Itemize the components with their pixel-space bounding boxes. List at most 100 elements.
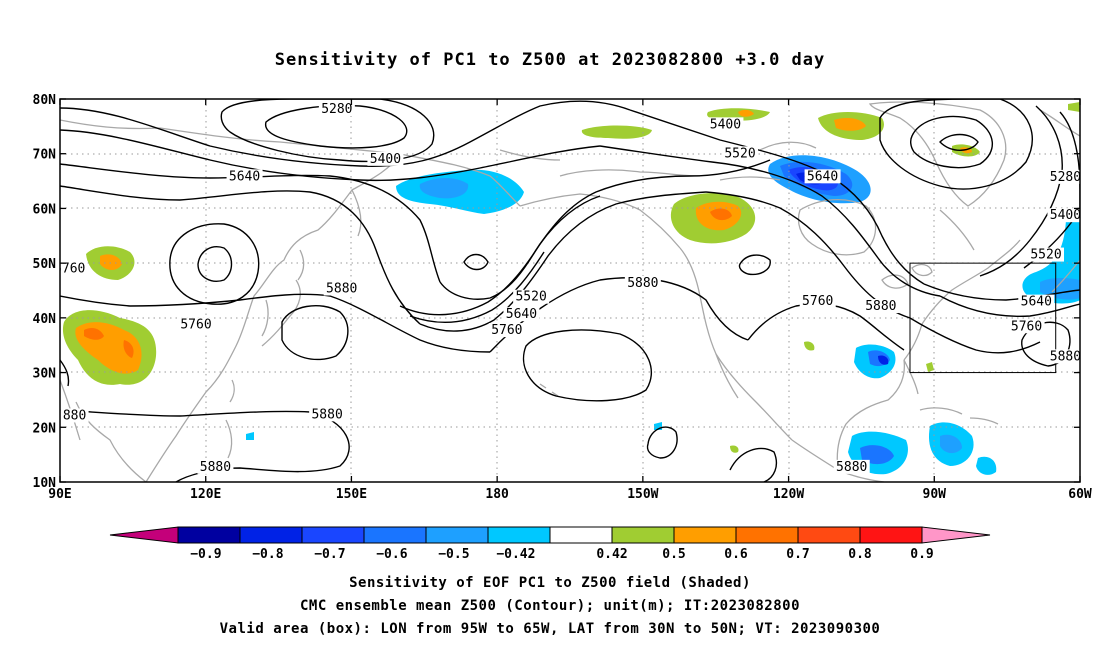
contour-label-bg xyxy=(1018,294,1055,309)
contour-label: 5880 xyxy=(1050,349,1081,364)
contour-label-bg xyxy=(862,299,899,314)
colorbar-label: 0.42 xyxy=(596,547,627,562)
lat-tick-label: 60N xyxy=(33,202,57,217)
lon-tick-label: 180 xyxy=(485,487,509,502)
contour-label: 5880 xyxy=(326,282,357,297)
contour-label-bg xyxy=(804,169,841,184)
colorbar-swatch xyxy=(673,526,737,544)
lat-tick-label: 70N xyxy=(33,148,57,163)
contour-label-bg xyxy=(178,317,214,332)
colorbar-swatch xyxy=(239,526,303,544)
colorbar-under-triangle xyxy=(109,526,179,544)
contour-label: 5640 xyxy=(506,307,537,322)
lat-tick-label: 50N xyxy=(33,257,57,272)
colorbar-label: −0.9 xyxy=(190,547,221,562)
contour-label-bg xyxy=(1047,208,1080,223)
lat-tick-label: 80N xyxy=(33,93,57,108)
colorbar-label: −0.5 xyxy=(438,547,469,562)
contour-label-bg xyxy=(60,408,89,423)
lon-tick-label: 90W xyxy=(923,487,947,502)
contour-label-bg xyxy=(503,307,540,322)
contour-label: 5400 xyxy=(1050,208,1081,223)
contour-label: 5880 xyxy=(200,460,231,475)
contour-label: 5880 xyxy=(836,460,867,475)
colorbar-swatch xyxy=(859,526,923,544)
contour-label-bg xyxy=(226,169,263,184)
contour-label: 5520 xyxy=(515,290,546,305)
contour-label-bg xyxy=(1047,349,1080,364)
colorbar-label: 0.7 xyxy=(786,547,809,562)
contour-label: 5760 xyxy=(1011,319,1042,334)
colorbar-swatch xyxy=(301,526,365,544)
caption-line-3: Valid area (box): LON from 95W to 65W, L… xyxy=(219,621,881,637)
lon-tick-label: 150E xyxy=(336,487,367,502)
contour-label-bg xyxy=(722,146,758,161)
coastlines xyxy=(60,101,1080,482)
colorbar-label: 0.5 xyxy=(662,547,685,562)
contour-label: 5640 xyxy=(807,169,838,184)
colorbar-swatch xyxy=(425,526,489,544)
lat-tick-label: 10N xyxy=(33,476,57,491)
colorbar-label: −0.6 xyxy=(376,547,407,562)
sensitivity-shading xyxy=(62,102,1080,475)
lon-tick-label: 120E xyxy=(190,487,221,502)
contour-label: 5520 xyxy=(724,146,755,161)
contour-label: 5400 xyxy=(710,117,741,132)
lat-tick-label: 40N xyxy=(33,312,57,327)
valid-area-box xyxy=(909,262,1057,374)
lon-tick-label: 150W xyxy=(627,487,658,502)
colorbar-swatch xyxy=(549,526,613,544)
lon-tick-label: 90E xyxy=(48,487,71,502)
contour-label-bg xyxy=(367,151,404,166)
contour-label: 5760 xyxy=(180,318,211,333)
contour-label: 5520 xyxy=(1030,248,1061,263)
colorbar-swatch xyxy=(487,526,551,544)
lat-tick-label: 30N xyxy=(33,367,57,382)
colorbar-swatch xyxy=(611,526,675,544)
contour-label-bg xyxy=(833,459,870,474)
contour-label-bg xyxy=(60,261,88,276)
contour-label: 880 xyxy=(63,408,86,423)
contour-label: 5760 xyxy=(802,294,833,309)
colorbar-swatch xyxy=(797,526,861,544)
colorbar-over-triangle xyxy=(921,526,991,544)
contour-label: 5760 xyxy=(54,261,85,276)
contour-label: 5400 xyxy=(370,152,401,167)
colorbar-label: −0.8 xyxy=(252,547,283,562)
contour-label-bg xyxy=(318,102,355,117)
contour-label-bg xyxy=(309,407,346,422)
contour-label-bg xyxy=(624,276,661,291)
contour-label: 5640 xyxy=(229,169,260,184)
contour-label-bg xyxy=(707,117,744,132)
colorbar-swatch xyxy=(177,526,241,544)
caption-line-1: Sensitivity of EOF PC1 to Z500 field (Sh… xyxy=(349,575,751,591)
contour-label: 5280 xyxy=(321,102,352,117)
contour-label: 5760 xyxy=(491,323,522,338)
colorbar: −0.9 −0.8 −0.7 −0.6 −0.5 −0.42 0.42 0.5 0.6 0.7 0.… xyxy=(109,526,991,562)
colorbar-label: 0.9 xyxy=(910,547,933,562)
contour-label: 5280 xyxy=(1050,170,1081,185)
z500-contours xyxy=(60,99,1080,482)
gridlines xyxy=(60,99,1080,482)
contour-label-bg xyxy=(197,459,234,474)
colorbar-label: −0.42 xyxy=(496,547,535,562)
colorbar-swatch xyxy=(363,526,427,544)
lat-tick-label: 20N xyxy=(33,421,57,436)
contour-label: 5640 xyxy=(1021,295,1052,310)
lon-tick-label: 120W xyxy=(773,487,804,502)
colorbar-label: 0.8 xyxy=(848,547,872,562)
contour-label-bg xyxy=(799,294,836,309)
contour-label-bg xyxy=(1008,319,1045,334)
contour-label-bg xyxy=(488,323,525,338)
contour-label-bg xyxy=(513,289,550,304)
contour-label-bg xyxy=(323,281,360,296)
lon-tick-label: 60W xyxy=(1068,487,1092,502)
contour-label: 5880 xyxy=(865,299,896,314)
caption-line-2: CMC ensemble mean Z500 (Contour); unit(m… xyxy=(299,598,800,614)
colorbar-swatch xyxy=(735,526,799,544)
plot-frame xyxy=(59,98,1081,483)
contour-label-bg xyxy=(1028,247,1064,262)
